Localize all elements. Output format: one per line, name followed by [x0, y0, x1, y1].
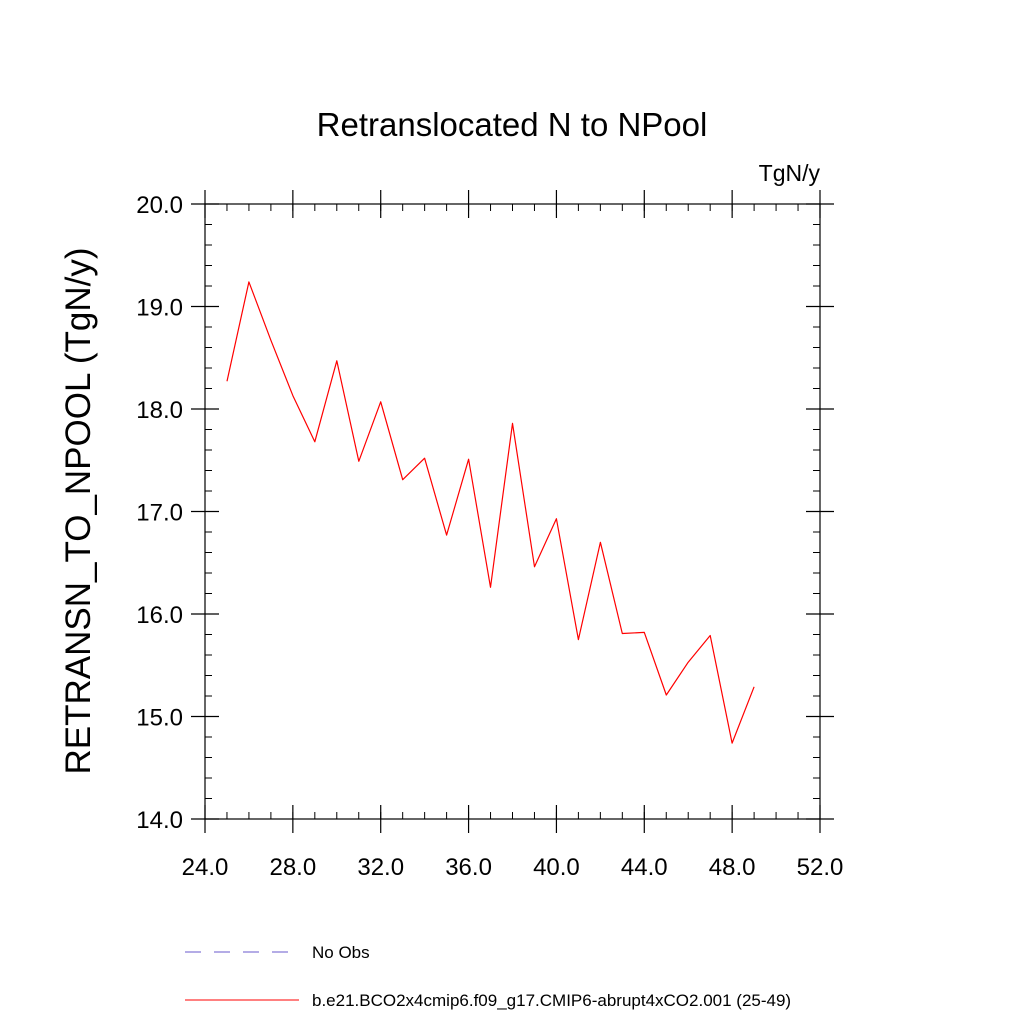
- x-tick-label: 44.0: [621, 854, 668, 881]
- legend: No Obs b.e21.BCO2x4cmip6.f09_g17.CMIP6-ab…: [185, 943, 791, 1010]
- legend-label: No Obs: [312, 943, 370, 962]
- y-tick-label: 14.0: [136, 807, 183, 834]
- x-tick-label: 40.0: [533, 854, 580, 881]
- x-tick-label: 32.0: [357, 854, 404, 881]
- x-tick-label: 48.0: [709, 854, 756, 881]
- series-line: [226, 281, 755, 744]
- x-tick-label: 24.0: [182, 854, 229, 881]
- x-tick-label: 36.0: [445, 854, 492, 881]
- units-label: TgN/y: [759, 160, 821, 186]
- y-tick-label: 18.0: [136, 397, 183, 424]
- chart-title: Retranslocated N to NPool: [317, 106, 708, 143]
- y-tick-label: 19.0: [136, 295, 183, 322]
- x-tick-label: 52.0: [797, 854, 844, 881]
- legend-label: b.e21.BCO2x4cmip6.f09_g17.CMIP6-abrupt4x…: [312, 991, 791, 1010]
- y-axis-label: RETRANSN_TO_NPOOL (TgN/y): [59, 247, 98, 774]
- y-tick-label: 15.0: [136, 705, 183, 732]
- plot-area: 24.0 28.0 32.0 36.0 40.0 44.0 48.0 52.0 14.0 15.0…: [136, 190, 843, 881]
- y-tick-label: 16.0: [136, 602, 183, 629]
- y-tick-label: 17.0: [136, 500, 183, 527]
- plot-frame: [204, 203, 821, 820]
- y-tick-label: 20.0: [136, 192, 183, 219]
- x-tick-label: 28.0: [269, 854, 316, 881]
